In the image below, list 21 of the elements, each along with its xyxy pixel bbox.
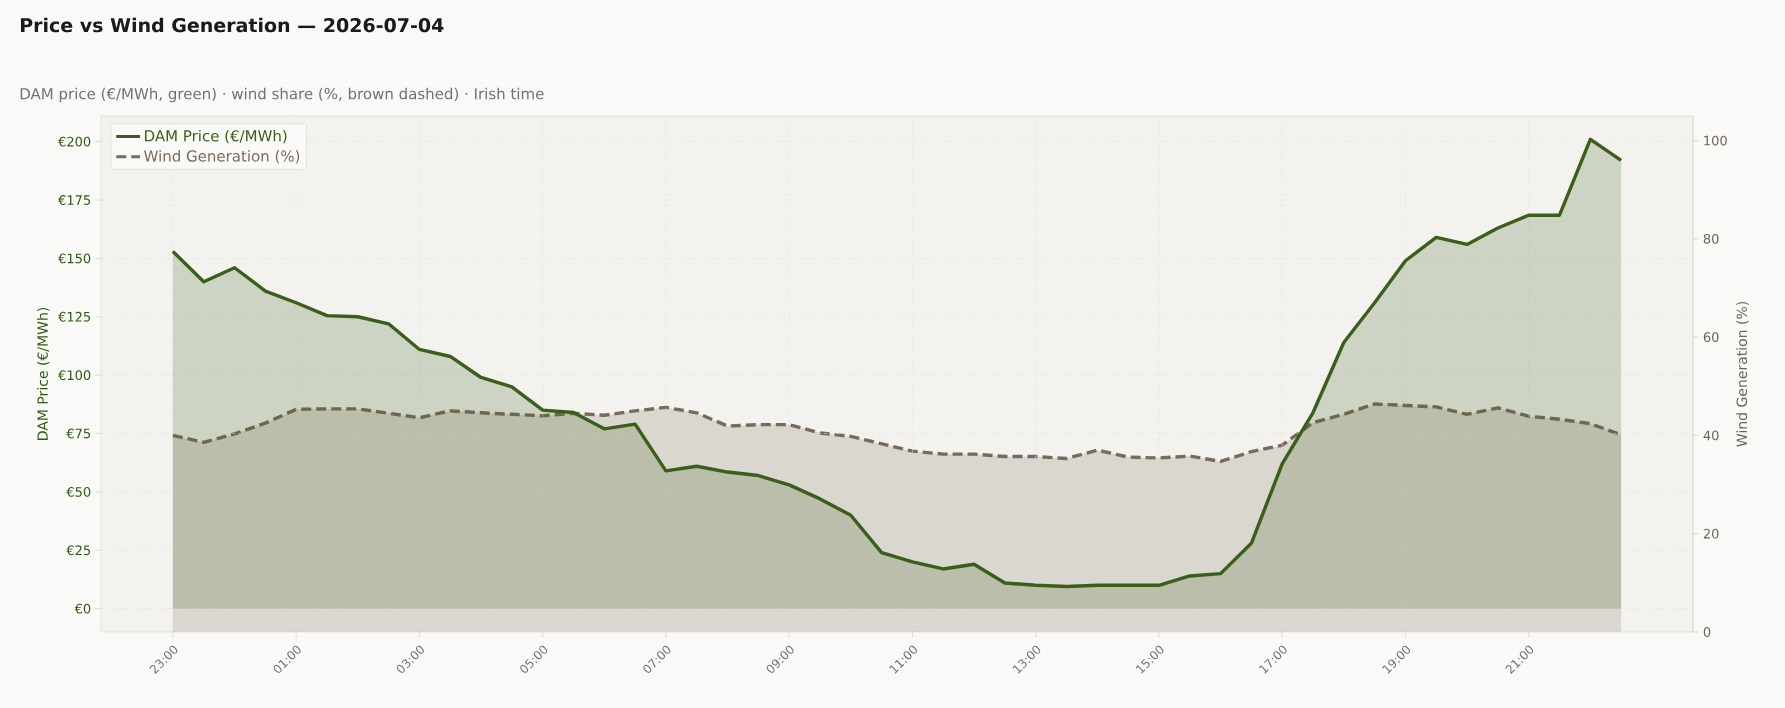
y-tick-label: €0: [74, 603, 91, 614]
y-axis-title: DAM Price (€/MWh): [37, 307, 50, 440]
chart-title: Price vs Wind Generation — 2026-07-04: [20, 17, 444, 33]
y-tick-label: €25: [66, 545, 91, 556]
y-tick-label: €125: [58, 311, 91, 322]
y-tick-label: €50: [66, 486, 91, 497]
y-tick-label: €175: [58, 195, 91, 205]
y-tick-label: €150: [58, 253, 91, 264]
y2-tick-label: 80: [1703, 233, 1719, 244]
y2-tick-label: 0: [1703, 627, 1711, 637]
y2-tick-label: 60: [1703, 332, 1719, 343]
legend-label: Wind Generation (%): [144, 150, 300, 164]
y2-axis-title: Wind Generation (%): [1736, 301, 1749, 447]
chart-subtitle: DAM price (€/MWh, green) · wind share (%, brown dashed) · Irish time: [20, 87, 544, 103]
y-tick-label: €100: [58, 370, 91, 381]
y-tick-label: €75: [66, 428, 91, 439]
y-tick-label: €200: [58, 136, 91, 147]
y2-tick-label: 40: [1703, 430, 1719, 441]
legend-label: DAM Price (€/MWh): [145, 129, 287, 144]
y2-tick-label: 20: [1703, 528, 1719, 539]
y2-tick-label: 100: [1704, 135, 1727, 146]
